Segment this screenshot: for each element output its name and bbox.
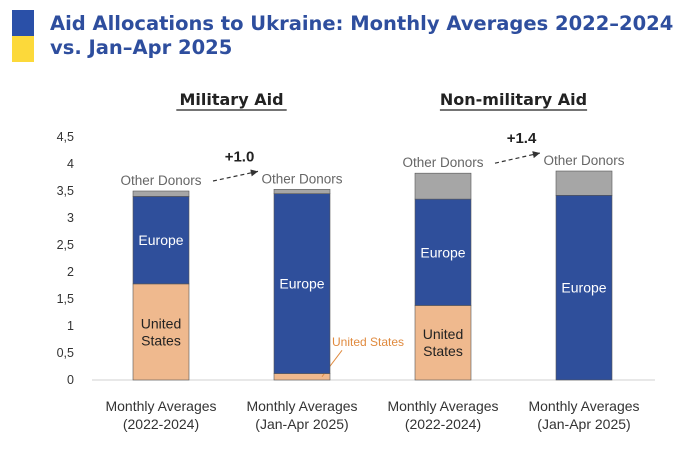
group-header: Military Aid <box>179 90 283 109</box>
bar-segment-other-donors <box>555 170 613 196</box>
change-arrow <box>494 151 541 164</box>
united-states-label: United <box>141 315 181 331</box>
change-annotation: +1.0 <box>225 148 255 165</box>
chart-title-line-1: Aid Allocations to Ukraine: Monthly Aver… <box>50 12 674 35</box>
europe-label: Europe <box>420 244 465 260</box>
x-tick-label: Monthly Averages <box>387 398 498 414</box>
x-tick-label: Monthly Averages <box>246 398 357 414</box>
bar-segment-europe <box>132 196 190 285</box>
united-states-callout-label: United States <box>332 335 404 349</box>
group-header: Non-military Aid <box>440 90 587 109</box>
bar-segment-other-donors <box>132 190 190 197</box>
change-annotation: +1.4 <box>507 130 537 147</box>
other-donors-label: Other Donors <box>543 153 624 168</box>
bar-segment-europe <box>555 195 613 381</box>
y-tick-label: 2 <box>67 265 74 279</box>
x-tick-label: Monthly Averages <box>105 398 216 414</box>
flag-blue-stripe <box>12 10 34 36</box>
x-tick-label: (2022-2024) <box>405 416 481 432</box>
change-arrow <box>212 169 259 182</box>
y-tick-label: 4,5 <box>57 130 74 144</box>
x-tick-label: (2022-2024) <box>123 416 199 432</box>
united-states-label: States <box>141 332 181 348</box>
x-tick-label: (Jan-Apr 2025) <box>537 416 630 432</box>
bar-segment-united-states <box>273 373 331 381</box>
y-tick-label: 3,5 <box>57 184 74 198</box>
chart-title-line-2: vs. Jan–Apr 2025 <box>50 36 233 59</box>
bar-segment-united-states <box>414 305 472 381</box>
y-tick-label: 1,5 <box>57 292 74 306</box>
united-states-label: United <box>423 326 463 342</box>
bar-segment-europe <box>414 198 472 306</box>
chart-title: Aid Allocations to Ukraine: Monthly Aver… <box>50 12 674 60</box>
y-tick-label: 4 <box>67 157 74 171</box>
europe-label: Europe <box>138 232 183 248</box>
y-tick-label: 2,5 <box>57 238 74 252</box>
europe-label: Europe <box>279 276 324 292</box>
bar-segment-other-donors <box>414 172 472 200</box>
x-tick-label: (Jan-Apr 2025) <box>255 416 348 432</box>
x-tick-label: Monthly Averages <box>528 398 639 414</box>
europe-label: Europe <box>561 280 606 296</box>
other-donors-label: Other Donors <box>402 155 483 170</box>
y-tick-label: 1 <box>67 319 74 333</box>
y-tick-label: 0,5 <box>57 346 74 360</box>
other-donors-label: Other Donors <box>261 171 342 186</box>
bar-segment-other-donors <box>273 189 331 195</box>
bar-segment-europe <box>273 193 331 374</box>
other-donors-label: Other Donors <box>120 173 201 188</box>
bar-segment-united-states <box>132 283 190 381</box>
y-tick-label: 0 <box>67 373 74 387</box>
flag-yellow-stripe <box>12 36 34 62</box>
united-states-label: States <box>423 343 463 359</box>
y-tick-label: 3 <box>67 211 74 225</box>
